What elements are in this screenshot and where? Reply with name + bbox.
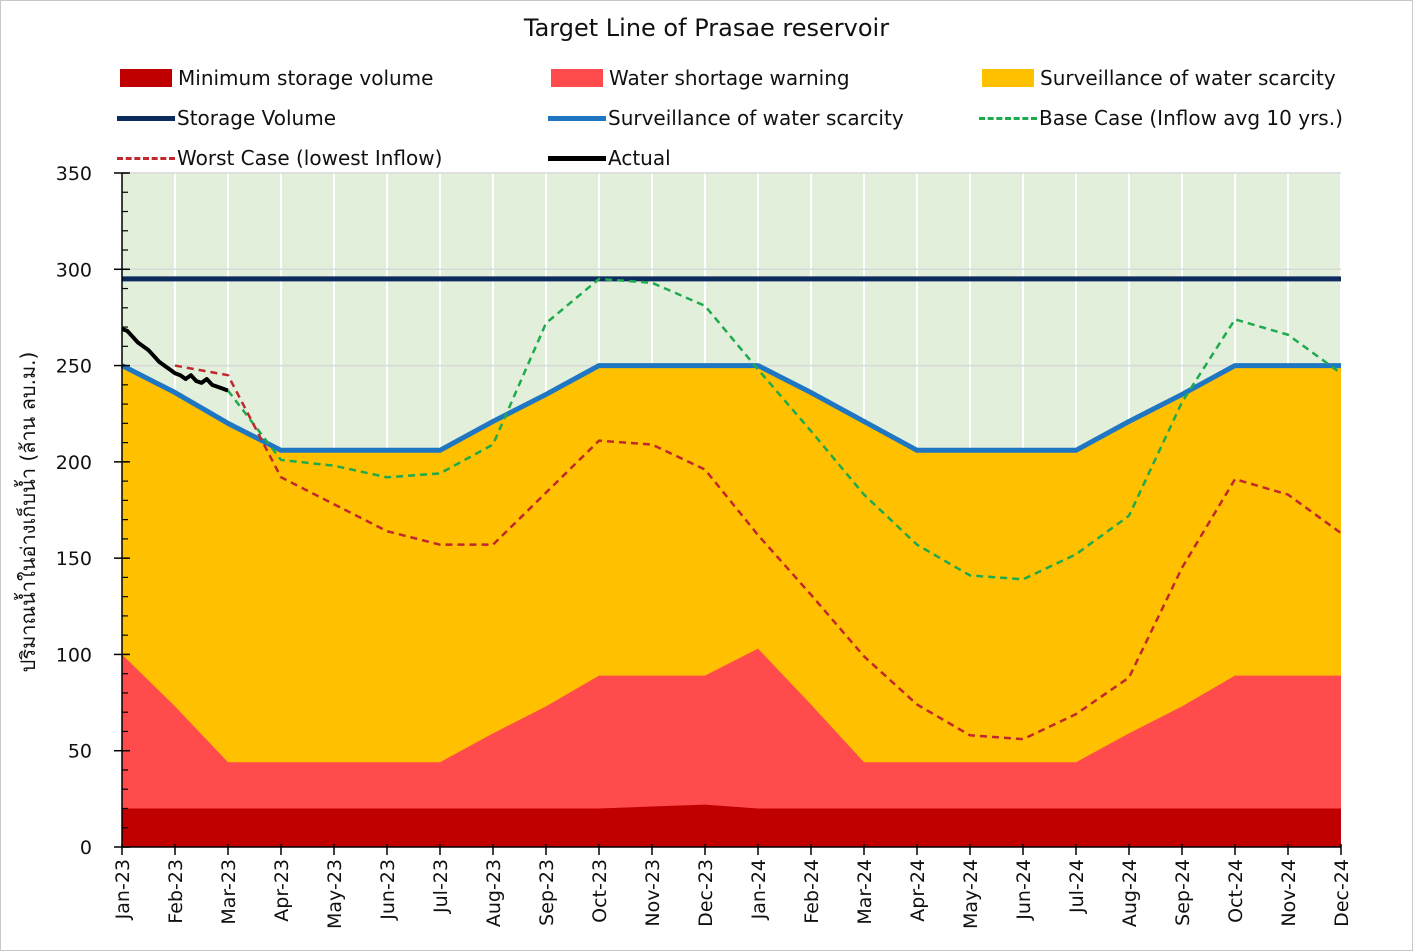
- x-tick-label: Feb-23: [165, 859, 187, 924]
- x-tick-label: Mar-24: [854, 859, 876, 925]
- legend-swatch: [117, 115, 175, 121]
- x-tick-label: Sep-24: [1172, 859, 1194, 926]
- y-tick-label: 300: [56, 259, 92, 281]
- x-tick-label: Sep-23: [536, 859, 558, 926]
- series-line-base-case-inflow-avg-10-yrs: [227, 277, 1342, 581]
- legend-swatch: [548, 115, 606, 121]
- legend-swatch: [979, 116, 1037, 120]
- chart-title: Target Line of Prasae reservoir: [523, 14, 890, 42]
- legend-label: Surveillance of water scarcity: [1040, 66, 1336, 90]
- legend-swatch: [548, 155, 606, 161]
- x-tick-label: Mar-23: [218, 859, 240, 925]
- legend-item-water-shortage: Water shortage warning: [551, 65, 850, 91]
- legend-item-worst-case: Worst Case (lowest Inflow): [117, 145, 442, 171]
- legend-label: Surveillance of water scarcity: [608, 106, 904, 130]
- y-tick-label: 100: [56, 644, 92, 666]
- legend-label: Minimum storage volume: [178, 66, 434, 90]
- x-tick-label: Nov-24: [1278, 859, 1300, 927]
- x-tick-label: Jan-24: [748, 859, 770, 920]
- x-tick-label: Oct-23: [589, 859, 611, 923]
- x-tick-label: Aug-24: [1119, 859, 1141, 927]
- legend-swatch: [551, 69, 603, 87]
- legend-item-surveillance-area: Surveillance of water scarcity: [982, 65, 1336, 91]
- x-tick-label: Jun-23: [377, 859, 399, 921]
- legend-item-actual: Actual: [548, 145, 671, 171]
- y-tick-label: 50: [68, 741, 92, 763]
- x-tick-label: Jul-24: [1066, 859, 1088, 914]
- legend-item-storage-volume: Storage Volume: [117, 105, 336, 131]
- legend-label: Water shortage warning: [609, 66, 850, 90]
- legend-swatch: [120, 69, 172, 87]
- legend-label: Worst Case (lowest Inflow): [177, 146, 443, 170]
- y-tick-label: 0: [80, 837, 92, 859]
- series-line-worst-case-lowest-inflow: [174, 364, 1342, 741]
- y-tick-label: 250: [56, 356, 92, 378]
- x-tick-label: May-23: [324, 859, 346, 929]
- legend-item-minimum-storage: Minimum storage volume: [120, 65, 433, 91]
- legend-item-base-case: Base Case (Inflow avg 10 yrs.): [979, 105, 1343, 131]
- x-tick-label: Apr-24: [907, 859, 929, 922]
- legend-label: Actual: [608, 146, 671, 170]
- y-tick-label: 150: [56, 548, 92, 570]
- y-tick-label: 200: [56, 452, 92, 474]
- series-line-actual: [121, 327, 229, 393]
- x-tick-label: Jan-23: [112, 859, 134, 920]
- series-line-surveillance-of-water-scarcity: [120, 363, 1341, 453]
- x-tick-label: Nov-23: [642, 859, 664, 927]
- legend-label: Storage Volume: [177, 106, 336, 130]
- x-tick-label: May-24: [960, 859, 982, 929]
- legend-item-surveillance-line: Surveillance of water scarcity: [548, 105, 904, 131]
- x-tick-label: Dec-24: [1331, 859, 1353, 927]
- area-minimum-storage-volume: [122, 804, 1341, 847]
- x-tick-label: Jun-24: [1013, 859, 1035, 921]
- legend-label: Base Case (Inflow avg 10 yrs.): [1039, 106, 1343, 130]
- legend-swatch: [117, 156, 175, 160]
- area-water-shortage-warning: [122, 648, 1341, 847]
- legend-swatch: [982, 69, 1034, 87]
- x-tick-label: Feb-24: [801, 859, 823, 924]
- area-surveillance-of-water-scarcity: [122, 365, 1341, 847]
- x-tick-label: Jul-23: [430, 859, 452, 914]
- x-tick-label: Apr-23: [271, 859, 293, 922]
- x-tick-label: Oct-24: [1225, 859, 1247, 923]
- x-tick-label: Aug-23: [483, 859, 505, 927]
- x-tick-label: Dec-23: [695, 859, 717, 927]
- y-tick-label: 350: [56, 163, 92, 185]
